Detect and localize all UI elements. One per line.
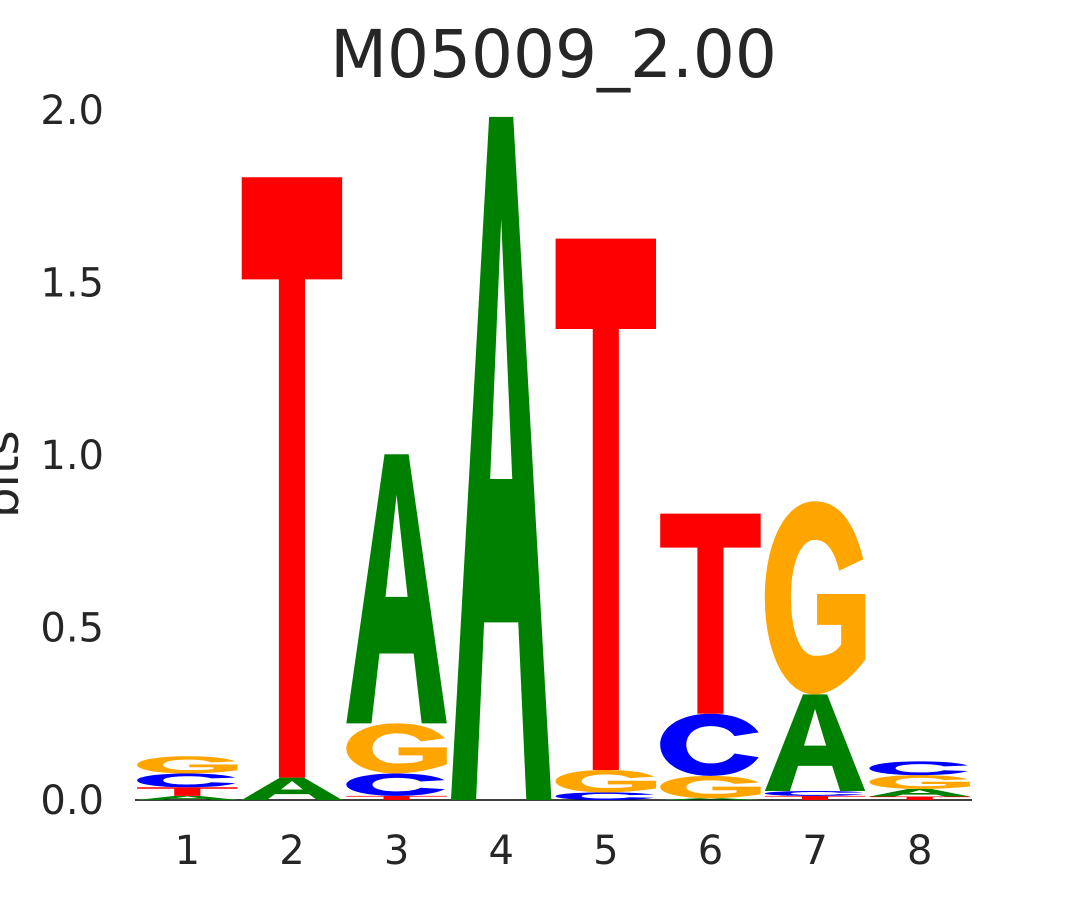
logo-letter-C-pos-8 [869, 761, 968, 776]
logo-letter-C-pos-1 [137, 773, 236, 788]
x-tick-label: 8 [907, 828, 932, 874]
x-tick-label: 7 [802, 828, 827, 874]
logo-letter-G-pos-8 [869, 775, 970, 789]
logo-letter-G-pos-3 [346, 723, 447, 774]
logo-letter-T-pos-3 [346, 795, 447, 800]
y-tick-label: 0.5 [40, 606, 104, 652]
logo-letter-T-pos-5 [555, 238, 657, 770]
logo-letter-C-pos-7 [764, 791, 864, 796]
logo-letter-A-pos-1 [137, 795, 238, 800]
logo-letter-T-pos-2 [241, 177, 343, 778]
y-axis-ticks: 0.0 0.5 1.0 1.5 2.0 [40, 88, 104, 824]
x-tick-label: 5 [593, 828, 618, 874]
logo-letters [137, 116, 970, 801]
logo-letter-A-pos-4 [450, 116, 552, 800]
logo-letter-A-pos-8 [869, 788, 970, 797]
logo-letter-G-pos-5 [555, 769, 657, 793]
logo-letter-C-pos-3 [346, 773, 445, 796]
logo-letter-T-pos-6 [660, 513, 761, 714]
x-tick-label: 4 [488, 828, 513, 874]
y-tick-label: 1.5 [40, 261, 104, 307]
chart-title: M05009_2.00 [330, 16, 777, 93]
logo-letter-C-pos-5 [555, 792, 655, 800]
x-axis-ticks: 1 2 3 4 5 6 7 8 [175, 828, 933, 874]
x-tick-label: 6 [698, 828, 723, 874]
logo-letter-A-pos-2 [241, 777, 343, 801]
logo-letter-A-pos-6 [660, 798, 761, 800]
logo-letter-C-pos-6 [660, 713, 759, 776]
logo-letter-G-pos-6 [660, 775, 761, 799]
y-tick-label: 2.0 [40, 88, 104, 134]
logo-letter-T-pos-8 [869, 796, 970, 800]
logo-letter-G-pos-1 [137, 756, 238, 774]
x-tick-label: 3 [384, 828, 409, 874]
logo-letter-T-pos-7 [764, 795, 866, 800]
x-tick-label: 2 [279, 828, 304, 874]
y-tick-label: 1.0 [40, 433, 104, 479]
logo-letter-T-pos-1 [137, 787, 238, 796]
y-tick-label: 0.0 [40, 778, 104, 824]
x-tick-label: 1 [175, 828, 200, 874]
logo-letter-G-pos-7 [764, 501, 866, 695]
logo-letter-A-pos-7 [764, 694, 866, 792]
logo-letter-A-pos-3 [346, 454, 447, 724]
